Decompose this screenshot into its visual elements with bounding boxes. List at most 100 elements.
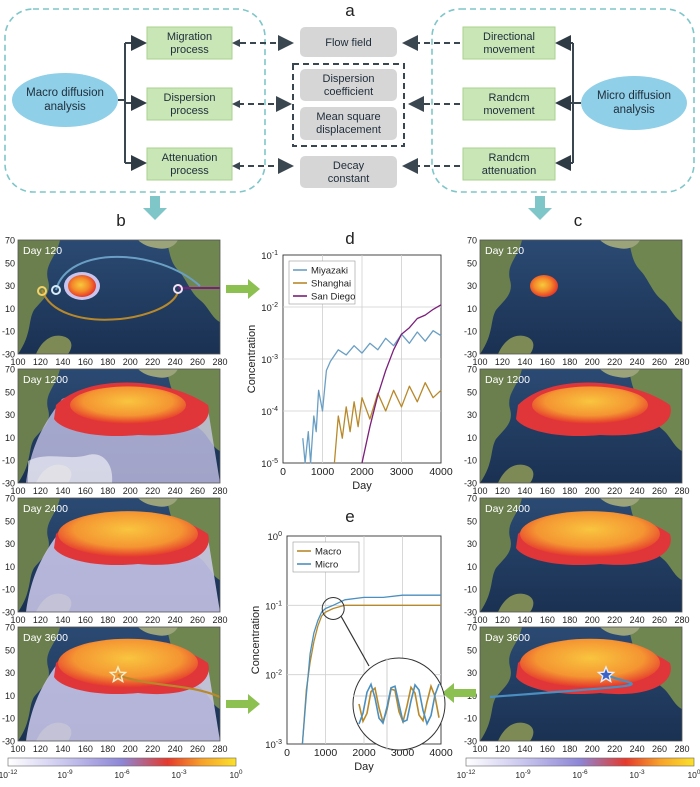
colorbar-tick-exp: -6 (582, 769, 588, 776)
map-ytick-label: -30 (2, 350, 15, 360)
map-xtick-label: 180 (100, 357, 115, 367)
map-ytick-label: -10 (2, 714, 15, 724)
map-frame (17, 626, 221, 742)
x-axis-label: Day (352, 480, 372, 492)
x-tick-label: 0 (280, 466, 286, 478)
map-xtick-label: 160 (78, 486, 93, 496)
trajectory (117, 673, 221, 699)
map-xtick-label: 180 (562, 486, 577, 496)
map-xtick-label: 240 (168, 486, 183, 496)
flow-field-label: Flow field (325, 37, 371, 49)
land-arctic (600, 627, 640, 636)
map-xtick-label: 160 (78, 357, 93, 367)
map-xtick-label: 180 (562, 357, 577, 367)
dispersion-group-outline (292, 63, 405, 147)
path-shanghai (41, 289, 179, 321)
random-attenuation-box (462, 147, 556, 181)
map-xtick-label: 140 (55, 615, 70, 625)
map-ytick-label: -30 (2, 479, 15, 489)
flow-field-box (300, 27, 397, 57)
plume-core (58, 511, 198, 557)
legend-label: San Diego (311, 292, 355, 303)
land-arctic (600, 498, 640, 507)
map-xtick-label: 100 (472, 744, 487, 754)
land-islands (498, 593, 534, 612)
macro-group-outline (4, 8, 266, 193)
land-arctic (138, 240, 178, 249)
panel-label-c: c (574, 211, 583, 230)
map-ytick-label: 30 (467, 410, 477, 420)
map-xtick-label: 120 (495, 744, 510, 754)
series-line (301, 604, 441, 745)
map-xtick-label: 200 (123, 357, 138, 367)
map-day-label: Day 2400 (23, 503, 68, 515)
map-xtick-label: 260 (190, 357, 205, 367)
colorbar-tick-label: 10-9 (57, 769, 73, 780)
legend-label: Miyazaki (311, 266, 348, 277)
plume-trace (28, 454, 113, 483)
macro-label-1: Macro diffusion (26, 87, 104, 99)
map-xtick-label: 200 (585, 744, 600, 754)
map-ytick-label: -10 (2, 456, 15, 466)
map-xtick-label: 140 (517, 615, 532, 625)
map-xtick-label: 140 (55, 357, 70, 367)
map-ytick-label: 30 (5, 668, 15, 678)
series-line (333, 382, 442, 464)
y-tick-label: 10-1 (265, 600, 282, 612)
y-axis-label: Concentration (250, 606, 262, 675)
marker-miyazaki (51, 285, 61, 295)
map-xtick-label: 100 (472, 357, 487, 367)
map-day-label: Day 2400 (485, 503, 530, 515)
colorbar-c: 10-12 10-9 10-6 10-3 100 (457, 757, 700, 780)
map-c-3: Day 360070503010-10-30100120140160180200… (464, 623, 690, 755)
colorbar-tick-exp: -12 (8, 769, 18, 776)
map-ytick-label: 50 (467, 258, 477, 268)
map-xtick-label: 140 (517, 357, 532, 367)
y-tick-label: 10-4 (261, 406, 278, 418)
colorbar-tick-label: 10-12 (0, 769, 18, 780)
map-xtick-label: 280 (674, 357, 689, 367)
map-xtick-label: 220 (607, 486, 622, 496)
map-xtick-label: 120 (33, 486, 48, 496)
map-xtick-label: 180 (100, 486, 115, 496)
marker-san-diego (173, 284, 183, 294)
map-xtick-label: 100 (10, 357, 25, 367)
map-xtick-label: 220 (145, 615, 160, 625)
land-asia (18, 369, 60, 483)
micro-analysis-node (581, 76, 687, 130)
map-xtick-label: 100 (472, 615, 487, 625)
map-xtick-label: 120 (33, 615, 48, 625)
y-tick-exp: -5 (272, 458, 278, 465)
map-ytick-label: 30 (5, 539, 15, 549)
colorbar-gradient (465, 757, 695, 767)
map-xtick-label: 120 (33, 357, 48, 367)
map-ytick-label: 50 (5, 516, 15, 526)
map-xtick-label: 100 (10, 486, 25, 496)
colorbar-tick-label: 10-3 (629, 769, 645, 780)
map-xtick-label: 200 (123, 615, 138, 625)
plume-core (58, 638, 198, 688)
map-ytick-label: 10 (5, 691, 15, 701)
map-ytick-label: 70 (5, 236, 15, 246)
land-america (630, 240, 682, 323)
map-xtick-label: 280 (674, 615, 689, 625)
down-arrow-c (528, 196, 552, 220)
land-islands (498, 722, 534, 741)
map-ytick-label: 10 (5, 562, 15, 572)
legend-label: Micro (315, 560, 338, 571)
land-islands (36, 335, 72, 354)
chart-d: 0 1000 2000 3000 4000 10-5 10-4 10-3 10-2 10-1 Miy… (246, 250, 453, 492)
x-tick-label: 1000 (314, 747, 338, 759)
map-xtick-label: 280 (212, 744, 227, 754)
y-tick-label: 10-2 (265, 670, 282, 682)
map-xtick-label: 200 (123, 744, 138, 754)
panel-label-d: d (345, 229, 354, 248)
map-xtick-label: 200 (585, 486, 600, 496)
map-ytick-label: -10 (464, 327, 477, 337)
